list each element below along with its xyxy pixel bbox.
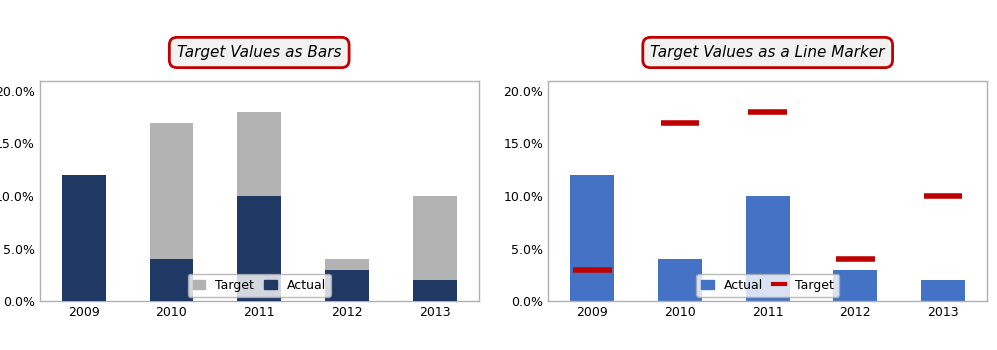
Bar (150, 259, 193, 301)
Bar (413, 280, 457, 301)
Bar (746, 196, 790, 301)
Bar (237, 112, 281, 301)
Bar (658, 259, 702, 301)
Bar (325, 270, 369, 301)
Text: Target Values as Bars: Target Values as Bars (177, 45, 341, 60)
Text: Target Values as a Line Marker: Target Values as a Line Marker (650, 45, 885, 60)
Bar (570, 175, 614, 301)
Bar (921, 280, 965, 301)
Bar (413, 196, 457, 301)
Bar (150, 122, 193, 301)
Bar (62, 175, 106, 301)
Legend: Actual, Target: Actual, Target (696, 274, 839, 297)
Legend: Target, Actual: Target, Actual (187, 274, 331, 297)
Bar (237, 196, 281, 301)
Bar (833, 270, 877, 301)
Bar (325, 259, 369, 301)
Bar (62, 270, 106, 301)
